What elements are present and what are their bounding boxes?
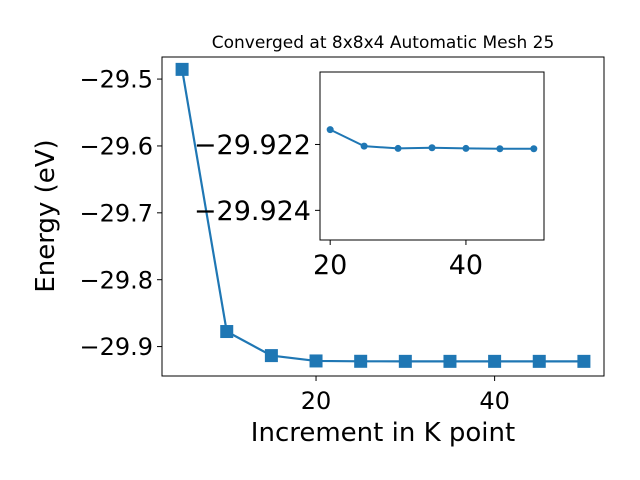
- data-point-square: [443, 354, 457, 368]
- x-axis-label: Increment in K point: [251, 418, 515, 448]
- x-tick-label: 40: [479, 387, 510, 415]
- y-tick-label: −29.7: [79, 199, 153, 227]
- data-point-square: [532, 354, 546, 368]
- y-tick-label: −29.922: [194, 130, 311, 161]
- data-point-square: [309, 354, 323, 368]
- y-axis-label: Energy (eV): [31, 139, 61, 292]
- axes-frame: [161, 56, 605, 377]
- y-tick-label: −29.5: [79, 66, 153, 94]
- data-point-square: [398, 354, 412, 368]
- data-point-square: [488, 354, 502, 368]
- data-point-square: [220, 325, 234, 339]
- data-point-square: [264, 349, 278, 363]
- axes-frame: [319, 71, 545, 241]
- data-point-square: [175, 62, 189, 76]
- series-line-0: [181, 69, 584, 363]
- data-point-square: [577, 354, 591, 368]
- data-point-circle: [496, 145, 504, 153]
- data-point-circle: [394, 144, 402, 152]
- y-tick-label: −29.8: [79, 266, 153, 294]
- y-tick-label: −29.924: [194, 196, 311, 227]
- x-tick-label: 40: [449, 250, 483, 281]
- data-point-circle: [428, 144, 436, 152]
- inset-plot-area: 20 40 −29.924 −29.922: [194, 71, 545, 281]
- data-point-circle: [530, 145, 538, 153]
- y-tick-label: −29.6: [79, 133, 153, 161]
- data-point-square: [354, 354, 368, 368]
- inset-background: [320, 72, 544, 240]
- x-tick-label: 20: [313, 250, 347, 281]
- data-point-circle: [360, 142, 368, 150]
- chart-title: Converged at 8x8x4 Automatic Mesh 25: [212, 33, 555, 53]
- y-tick-label: −29.9: [79, 333, 153, 361]
- x-tick-label: 20: [301, 387, 332, 415]
- main-plot-area: 20 40 −29.5 −29.6 −29.7 −29.8 −29.9: [79, 56, 605, 415]
- data-point-circle: [462, 144, 470, 152]
- data-point-circle: [326, 126, 334, 134]
